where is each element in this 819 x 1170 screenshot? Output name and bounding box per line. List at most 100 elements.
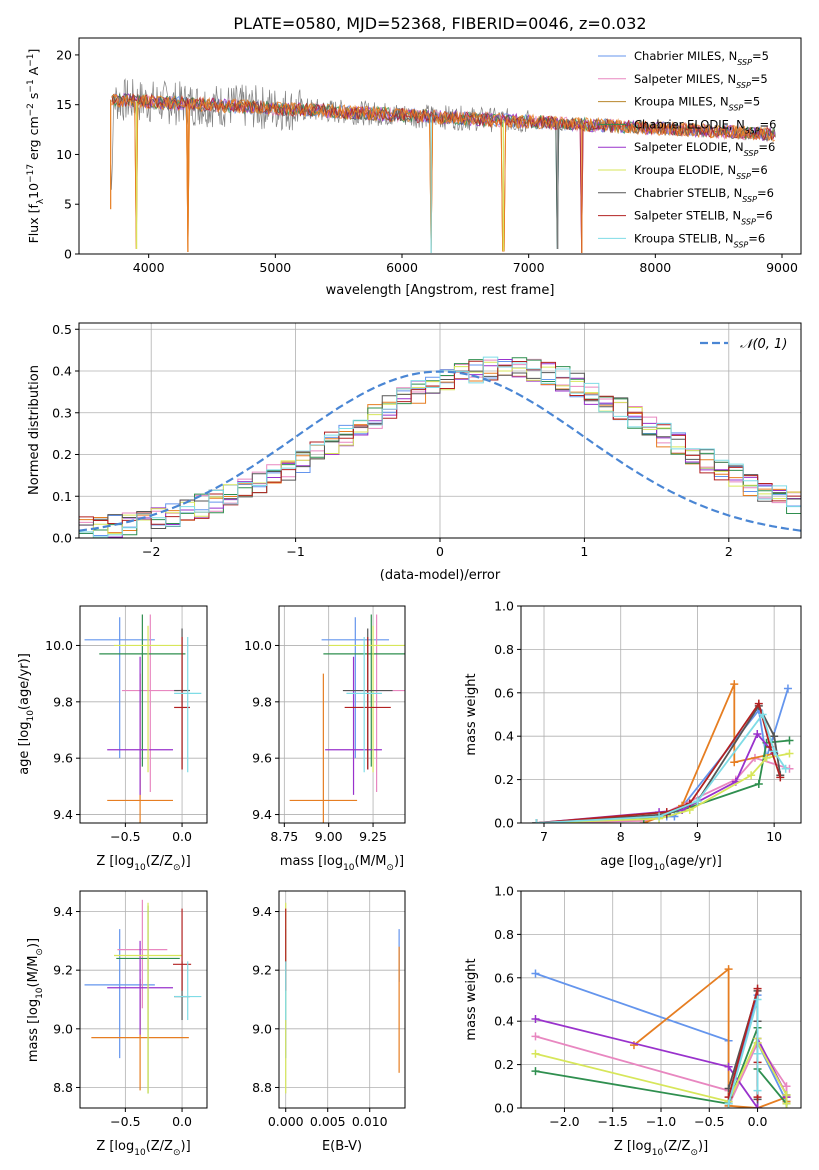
- plus-marker: [730, 758, 739, 767]
- x-axis-label: mass [log10(M/M⊙)]: [280, 854, 404, 873]
- x-tick-label: 9000: [766, 260, 798, 275]
- axes-frame: [79, 605, 208, 824]
- y-tick-label: 0.8: [494, 642, 514, 657]
- y-tick-label: 0.6: [494, 970, 514, 985]
- x-tick-label: 9.25: [359, 829, 387, 844]
- plus-marker: [754, 779, 763, 788]
- y-tick-label: 9.4: [252, 904, 272, 919]
- y-tick-label: 0.6: [494, 685, 514, 700]
- y-tick-label: 0.5: [52, 322, 72, 337]
- plot-area: [289, 614, 405, 823]
- x-tick-label: −0.5: [110, 829, 140, 844]
- y-tick-label: 9.4: [252, 807, 272, 822]
- x-tick-label: 10: [766, 829, 782, 844]
- y-tick-label: 0.8: [494, 927, 514, 942]
- y-tick-label: 9.0: [252, 1021, 272, 1036]
- plus-marker: [531, 969, 540, 978]
- axes-frame: [78, 37, 802, 255]
- residual-histogram-panel: −2 −1 0 1 2 0.0 0.1 0.2 0.3 0.4 0.5 𝒩(0, 1) (data-mo…: [27, 322, 802, 583]
- plus-marker: [531, 1032, 540, 1041]
- plus-marker: [532, 819, 541, 823]
- x-axis-label: Z [log10(Z/Z⊙)]: [96, 854, 190, 873]
- plus-marker: [724, 1099, 733, 1108]
- y-tick-label: 9.4: [53, 807, 73, 822]
- model-spectrum-line: [111, 93, 775, 254]
- legend-entry: Chabrier MILES, NSSP=5: [634, 49, 769, 67]
- axes-frame: [520, 605, 802, 824]
- x-tick-label: −1.0: [646, 1114, 676, 1129]
- mass-weight-vs-age-panel: 7 8 9 10 0.0 0.2 0.4 0.6 0.8 1.0 age [log10(age/yr…: [464, 599, 802, 873]
- legend-entry: 𝒩(0, 1): [740, 337, 787, 352]
- plus-marker: [693, 797, 702, 806]
- x-tick-label: −0.5: [110, 1114, 140, 1129]
- x-tick-label: 6000: [386, 260, 418, 275]
- mass-vs-metallicity-panel: −0.5 0.0 8.8 9.0 9.2 9.4 Z [log10(Z/Z⊙)] mass […: [26, 890, 208, 1158]
- plus-marker: [753, 1104, 762, 1108]
- x-tick-label: −1: [286, 544, 304, 559]
- plus-marker: [531, 1067, 540, 1076]
- plus-marker: [655, 812, 664, 821]
- plus-marker: [782, 1082, 791, 1091]
- x-tick-label: 0.000: [268, 1114, 304, 1129]
- y-tick-label: 0.0: [494, 1101, 514, 1116]
- x-axis-label: Z [log10(Z/Z⊙)]: [614, 1139, 708, 1158]
- y-tick-label: 0.2: [494, 1057, 514, 1072]
- y-tick-label: 0: [64, 247, 72, 262]
- x-tick-label: 0.0: [172, 1114, 192, 1129]
- weight-series-line: [727, 999, 759, 1104]
- y-tick-label: 9.0: [53, 1021, 73, 1036]
- weight-series-line: [643, 683, 775, 823]
- x-tick-label: 0.010: [352, 1114, 388, 1129]
- x-tick-label: 1: [580, 544, 588, 559]
- x-tick-label: −2.0: [549, 1114, 579, 1129]
- y-axis-label: mass [log10(M/M⊙)]: [26, 938, 45, 1062]
- legend-entry: Chabrier STELIB, NSSP=6: [634, 186, 774, 204]
- plus-marker: [724, 1062, 733, 1071]
- legend-entry: Chabrier ELODIE, NSSP=6: [634, 117, 776, 135]
- plot-area: [84, 899, 202, 1094]
- y-tick-label: 0.3: [52, 405, 72, 420]
- plus-marker: [783, 684, 792, 693]
- x-tick-label: −1.5: [598, 1114, 628, 1129]
- plus-marker: [531, 1015, 540, 1024]
- y-tick-label: 9.6: [53, 751, 73, 766]
- legend-entry: Kroupa STELIB, NSSP=6: [634, 231, 765, 249]
- plus-marker: [753, 984, 762, 993]
- age-vs-metallicity-panel: −0.5 0.0 9.4 9.6 9.8 10.0 Z [log10(Z/Z⊙)] age […: [17, 605, 208, 873]
- plus-marker: [770, 732, 779, 741]
- weight-series-line: [536, 703, 782, 823]
- plus-marker: [758, 710, 767, 719]
- y-tick-label: 10.0: [244, 638, 272, 653]
- axes-frame: [79, 890, 208, 1109]
- y-tick-label: 1.0: [494, 599, 514, 614]
- normal-distribution-curve: [79, 370, 801, 532]
- weight-series-line: [633, 967, 788, 1108]
- x-tick-label: 2: [725, 544, 733, 559]
- y-tick-label: 0.0: [52, 531, 72, 546]
- x-tick-label: 7: [540, 829, 548, 844]
- plus-marker: [753, 995, 762, 1004]
- y-tick-label: 9.2: [53, 963, 73, 978]
- axes-frame: [278, 890, 406, 1109]
- plus-marker: [785, 749, 794, 758]
- y-tick-label: 10: [56, 147, 72, 162]
- y-tick-label: 15: [56, 97, 72, 112]
- y-axis-label: Flux [fλ10−17 erg cm−2 s−1 A−1]: [26, 49, 46, 244]
- model-spectrum-line: [111, 92, 776, 254]
- plus-marker: [531, 1049, 540, 1058]
- weight-series-line: [536, 739, 790, 823]
- plus-marker: [785, 736, 794, 745]
- legend-entry: Salpeter MILES, NSSP=5: [634, 72, 768, 90]
- plus-marker: [753, 1049, 762, 1058]
- x-tick-label: 8.75: [270, 829, 298, 844]
- x-tick-label: 5000: [259, 260, 291, 275]
- weight-series-line: [536, 688, 789, 823]
- x-tick-label: 9: [693, 829, 701, 844]
- y-axis-label: Normed distribution: [27, 365, 42, 495]
- y-tick-label: 0.2: [52, 447, 72, 462]
- y-tick-label: 0.4: [494, 1014, 514, 1029]
- y-axis-label: age [log10(age/yr)]: [17, 653, 36, 775]
- weight-series-line: [536, 712, 787, 823]
- y-tick-label: 8.8: [53, 1080, 73, 1095]
- x-axis-label: wavelength [Angstrom, rest frame]: [326, 283, 555, 298]
